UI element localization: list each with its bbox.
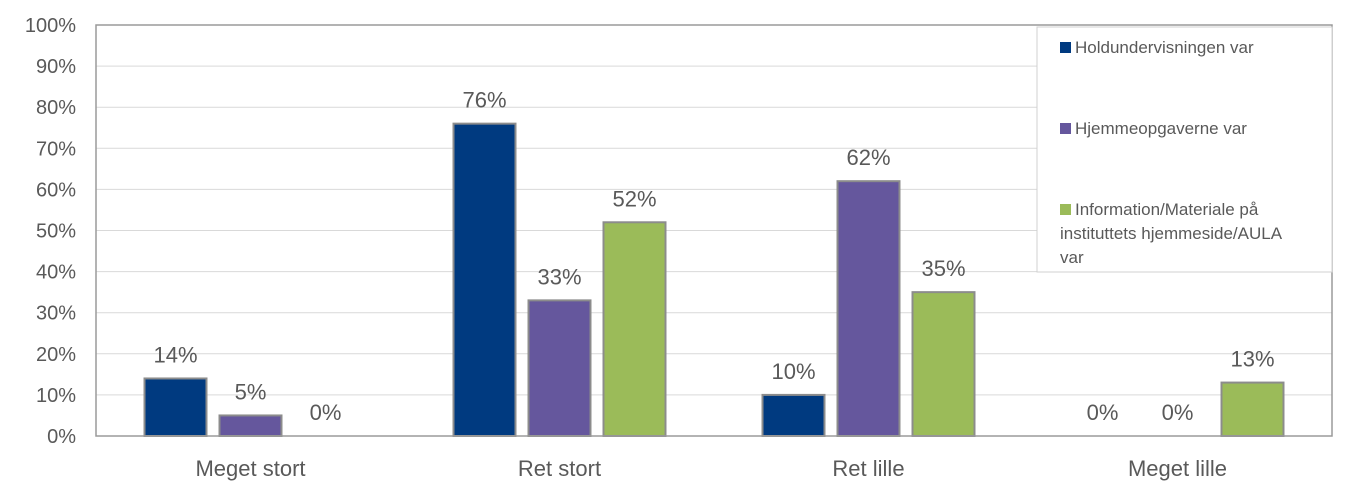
legend-swatch-information (1060, 204, 1071, 215)
x-axis-categories: Meget stort Ret stort Ret lille Meget lille (195, 456, 1227, 481)
y-tick-label: 30% (36, 303, 76, 325)
gridlines (96, 65, 1332, 396)
legend-label-holdundervisningen: Holdundervisningen var (1075, 38, 1254, 57)
legend-label-information-line-1: Information/Materiale på (1075, 200, 1259, 219)
data-label: 10% (771, 359, 815, 384)
data-label: 0% (1162, 400, 1194, 425)
bar (836, 180, 901, 437)
y-tick-label: 90% (36, 56, 76, 78)
bar (761, 393, 826, 437)
bar (911, 291, 976, 437)
data-label: 0% (1087, 400, 1119, 425)
y-tick-label: 100% (25, 15, 76, 37)
data-label: 76% (462, 88, 506, 113)
data-label: 52% (612, 186, 656, 211)
bar (1220, 381, 1285, 438)
data-label: 5% (235, 379, 267, 404)
y-tick-label: 0% (47, 426, 76, 448)
data-label: 13% (1230, 347, 1274, 372)
bar (602, 221, 667, 437)
bar (452, 122, 517, 437)
legend-box (1036, 26, 1333, 273)
y-tick-label: 60% (36, 179, 76, 201)
legend-label-hjemmeopgaverne: Hjemmeopgaverne var (1075, 119, 1247, 138)
x-category-label: Meget lille (1128, 456, 1227, 481)
y-tick-label: 70% (36, 138, 76, 160)
bar (143, 377, 208, 437)
y-axis-ticks: 0% 10% 20% 30% 40% 50% 60% 70% 80% 90% 100% (25, 15, 76, 448)
bar (218, 414, 283, 438)
data-label: 35% (921, 256, 965, 281)
y-tick-label: 20% (36, 344, 76, 366)
y-tick-label: 50% (36, 221, 76, 243)
legend-label-information-line-2: instituttets hjemmeside/AULA (1060, 224, 1283, 243)
legend-label-information-line-3: var (1060, 248, 1084, 267)
x-category-label: Ret stort (518, 456, 601, 481)
legend-swatch-hjemmeopgaverne (1060, 123, 1071, 134)
data-label: 33% (537, 264, 581, 289)
y-tick-label: 10% (36, 385, 76, 407)
bars (143, 122, 1285, 438)
data-label: 14% (153, 342, 197, 367)
y-tick-label: 40% (36, 262, 76, 284)
x-category-label: Meget stort (195, 456, 305, 481)
y-tick-label: 80% (36, 97, 76, 119)
data-label: 0% (310, 400, 342, 425)
legend-swatch-holdundervisningen (1060, 42, 1071, 53)
data-labels: 14% 5% 0% 76% 33% 52% 10% 62% 35% 0% 0% 13% (153, 88, 1274, 425)
data-label: 62% (846, 145, 890, 170)
x-category-label: Ret lille (832, 456, 904, 481)
legend: Holdundervisningen var Hjemmeopgaverne v… (1036, 26, 1333, 273)
bar (527, 299, 592, 437)
